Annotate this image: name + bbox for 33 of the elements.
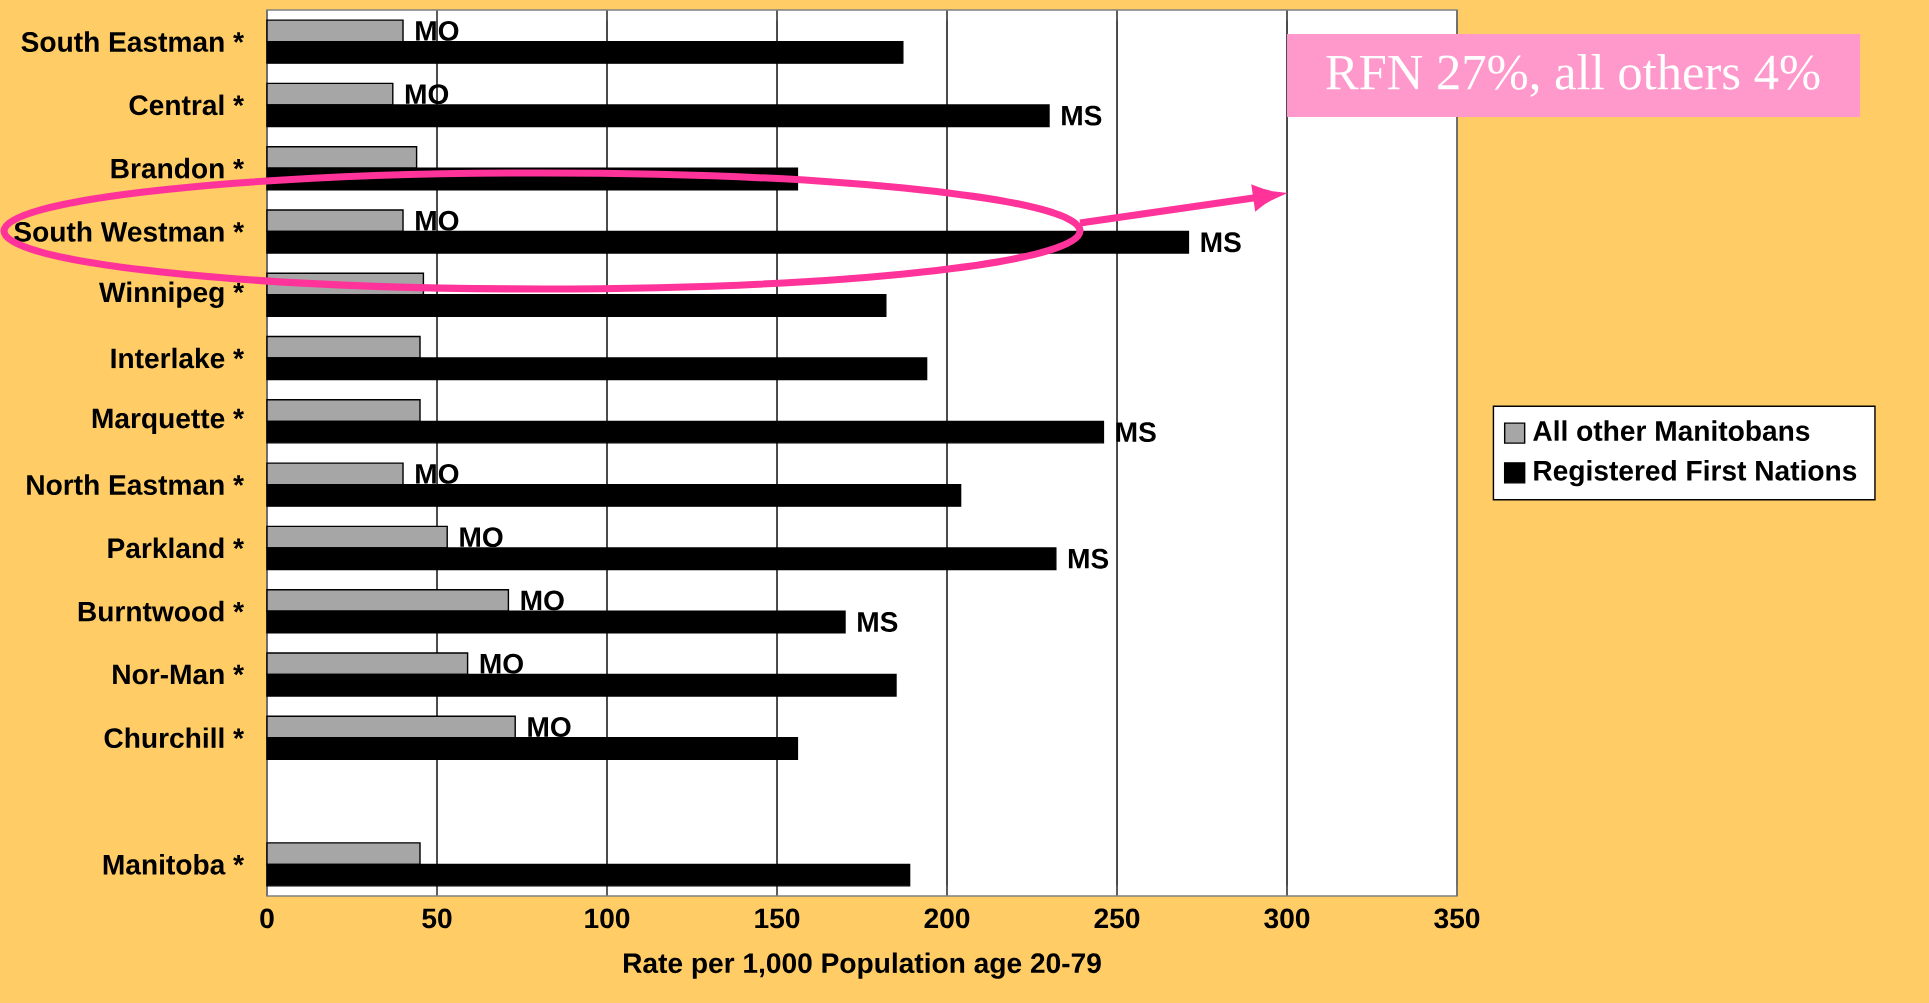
y-tick-label: Parkland * xyxy=(108,537,244,559)
y-tick-label: Brandon * xyxy=(111,157,244,179)
x-tick-label: 250 xyxy=(1094,908,1140,929)
x-tick-label: 100 xyxy=(585,908,630,929)
y-tick-label: Nor-Man * xyxy=(113,664,244,685)
y-tick-label: Manitoba * xyxy=(103,854,244,875)
x-tick-label: 200 xyxy=(924,908,970,929)
data-label: MS xyxy=(1068,548,1109,569)
data-label: MO xyxy=(460,527,503,548)
data-label: MS xyxy=(1201,232,1241,253)
y-tick-label: Churchill * xyxy=(104,727,244,749)
x-axis-title: Rate per 1,000 Population age 20-79 xyxy=(624,952,1101,979)
legend-label: Registered First Nations xyxy=(1534,459,1857,487)
data-label: MS xyxy=(858,612,898,632)
data-label: MO xyxy=(521,590,564,611)
x-tick-label: 0 xyxy=(260,908,274,929)
y-tick-label: Winnipeg * xyxy=(99,281,245,308)
data-label: MO xyxy=(480,653,523,674)
x-tick-label: 350 xyxy=(1434,908,1480,929)
y-tick-label: South Eastman * xyxy=(21,31,244,52)
x-tick-label: 50 xyxy=(422,908,452,929)
x-tick-label: 150 xyxy=(755,908,800,929)
y-tick-label: Interlake * xyxy=(111,347,244,369)
annotation: RFN 27%, all others 4% xyxy=(1326,54,1820,97)
legend-label: All other Manitobans xyxy=(1533,420,1810,441)
x-tick-label: 300 xyxy=(1264,908,1310,929)
y-tick-label: Marquette * xyxy=(92,408,244,434)
data-label: MO xyxy=(528,717,571,737)
y-tick-label: South Westman * xyxy=(14,221,244,242)
y-tick-label: Central * xyxy=(129,94,244,116)
data-label: MS xyxy=(1062,105,1102,126)
y-tick-label: Burntwood * xyxy=(78,600,245,622)
y-tick-label: North Eastman * xyxy=(27,474,244,495)
